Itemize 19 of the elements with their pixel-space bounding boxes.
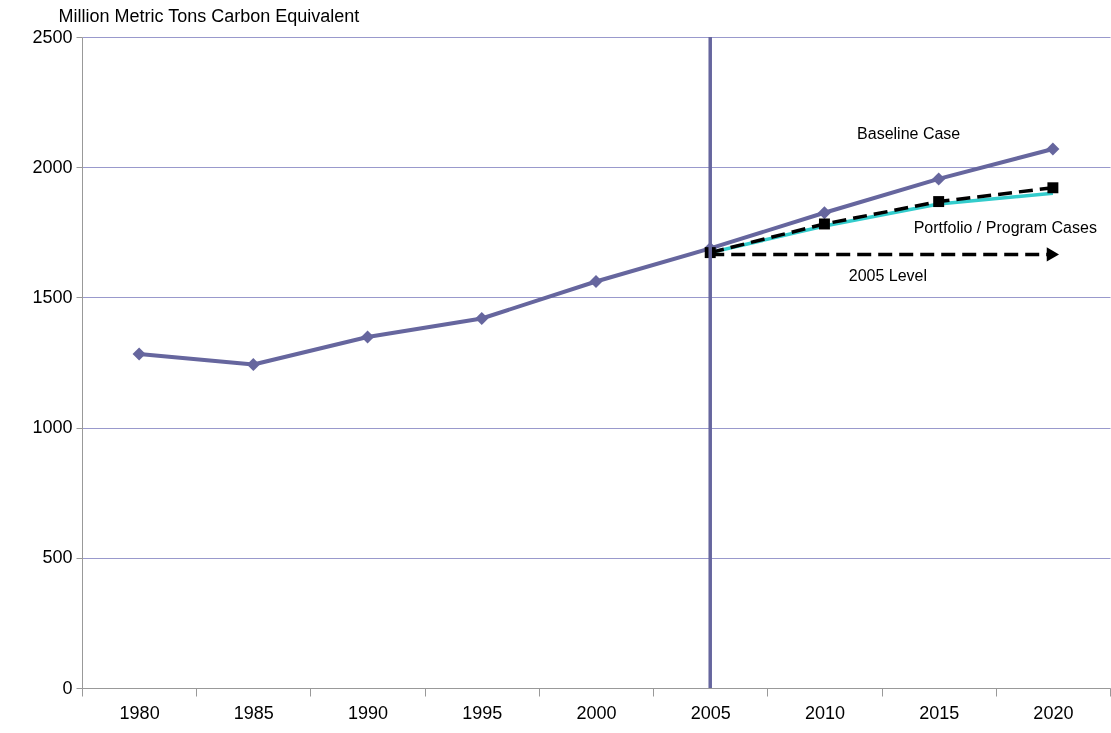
x-tick-label: 2000 <box>576 702 617 723</box>
x-tick-label: 2020 <box>1033 702 1074 723</box>
x-tick-label: 1985 <box>233 702 274 723</box>
y-tick-label: 1000 <box>32 417 73 438</box>
y-tick-label: 500 <box>42 547 73 568</box>
x-tick-label: 1990 <box>348 702 389 723</box>
series-label: Baseline Case <box>857 124 961 142</box>
series-label: Portfolio / Program Cases <box>913 218 1097 236</box>
y-tick-label: 2500 <box>32 26 73 47</box>
x-tick-label: 2005 <box>690 702 731 723</box>
series-label: 2005 Level <box>848 267 928 285</box>
y-tick-label: 2000 <box>32 156 73 177</box>
y-tick-label: 0 <box>62 677 73 698</box>
x-tick-label: 2015 <box>919 702 960 723</box>
y-tick-label: 1500 <box>32 286 73 307</box>
x-tick-label: 1980 <box>119 702 160 723</box>
y-axis-title: Million Metric Tons Carbon Equivalent <box>58 5 360 26</box>
x-tick-label: 1995 <box>462 702 503 723</box>
x-tick-label: 2010 <box>804 702 845 723</box>
